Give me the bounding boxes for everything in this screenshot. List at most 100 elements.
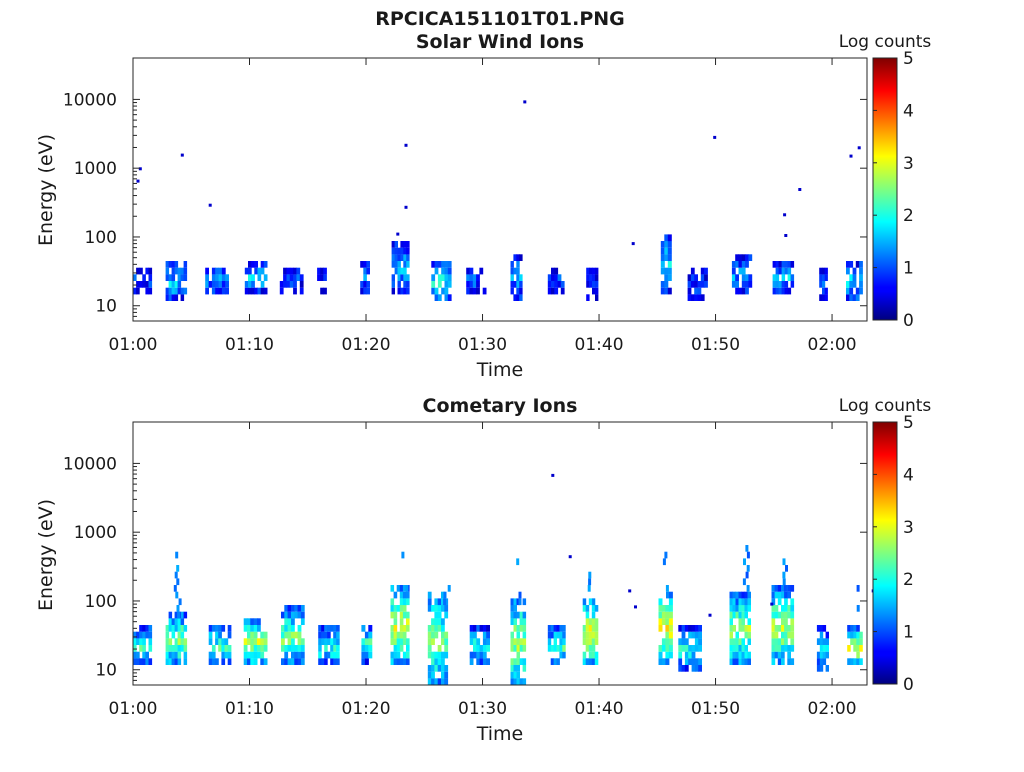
spectrogram-cell [688,645,692,652]
spectrogram-cell [168,645,173,652]
spectrogram-cell [856,638,860,645]
spectrogram-cell [585,618,590,625]
x-tick-label: 01:20 [342,335,391,355]
spectrogram-cell [168,618,173,625]
spectrogram-cell [665,631,670,639]
spectrogram-cell [221,625,226,632]
spectrogram-cell [441,605,445,612]
spectrogram-cell [243,645,248,652]
spectrogram-cell [427,665,432,672]
spectrogram-cell [681,645,686,652]
spectrogram-cell [774,631,779,639]
spectrogram-dot [631,242,635,246]
spectrogram-cell [427,645,432,652]
spectrogram-cell [324,651,328,659]
spectrogram-cell [553,625,557,632]
colorbar-tick-label: 4 [903,465,914,485]
spectrogram-streak [587,571,596,606]
spectrogram-cell [330,638,334,645]
spectrogram-cell [441,671,445,679]
spectrogram-cell [403,241,407,248]
spectrogram-cell [698,625,702,632]
spectrogram-cell [183,638,188,645]
spectrogram-cell [227,631,232,639]
spectrogram-cell [513,598,517,606]
spectrogram-cell [688,625,692,632]
spectrogram-cell [516,645,520,652]
spectrogram-cell [145,651,149,659]
spectrogram-cell [293,274,297,281]
spectrogram-cell [664,241,669,248]
spectrogram-cell [559,631,563,639]
spectrogram-cell [787,267,792,275]
spectrogram-cell [664,247,669,255]
spectrogram-cell [819,631,824,639]
spectrogram-cell [397,287,401,295]
spectrogram-cell [784,605,788,612]
spectrogram-cell [177,625,182,632]
spectrogram-cell [774,585,779,592]
spectrogram-cell [168,638,173,645]
spectrogram-cell [516,598,520,606]
x-tick-label: 02:00 [808,699,857,719]
colorbar-tick-label: 3 [903,518,914,538]
spectrogram-cell [482,625,487,632]
spectrogram-dot [136,179,140,183]
spectrogram-cell [684,645,689,652]
spectrogram-cell [437,651,442,659]
spectrogram-cell [472,274,477,281]
spectrogram-cell [215,638,219,645]
spectrogram-cell [519,638,524,645]
spectrogram-cell [771,651,776,659]
spectrogram-cell [856,605,860,612]
spectrogram-cell [434,618,439,625]
spectrogram-cluster [391,241,410,295]
spectrogram-cell [434,665,439,672]
spectrogram-cell [171,281,176,288]
spectrogram-cell [738,611,742,619]
spectrogram-cell [299,281,304,288]
spectrogram-cell [330,645,334,652]
spectrogram-cell [668,605,673,612]
spectrogram-cell [741,261,746,268]
spectrogram-cell [248,281,252,288]
spectrogram-cell [136,287,140,295]
spectrogram-cell [399,591,404,599]
spectrogram-cell [260,638,265,645]
spectrogram-cell [486,645,490,652]
spectrogram-cell [324,658,328,665]
spectrogram-cell [211,625,216,632]
spectrogram-cell [168,274,173,281]
spectrogram-cell [594,631,599,639]
spectrogram-cell [139,281,143,288]
spectrogram-cell [476,651,481,659]
spectrogram-cell [688,651,692,659]
spectrogram-cell [738,645,742,652]
spectrogram-cell [777,591,782,599]
spectrogram-cell [781,287,786,295]
spectrogram-cell [745,545,749,552]
spectrogram-cell [403,281,407,288]
spectrogram-cell [516,638,520,645]
spectrogram-cell [364,638,369,645]
spectrogram-cell [588,645,593,652]
spectrogram-cell [327,625,331,632]
spectrogram-cell [547,645,552,652]
spectrogram-cell [856,585,860,592]
spectrogram-cell [294,611,299,619]
spectrogram-cell [591,638,596,645]
spectrogram-cell [852,294,857,301]
spectrogram-cell [846,294,850,301]
spectrogram-cell [516,671,520,679]
y-tick-label: 10 [95,661,117,681]
spectrogram-cell [513,645,517,652]
spectrogram-cell [393,611,398,619]
spectrogram-cell [168,287,173,295]
spectrogram-cell [437,294,442,301]
spectrogram-cluster [360,261,370,295]
spectrogram-cell [589,281,593,288]
y-tick-label: 1000 [74,523,117,543]
spectrogram-cell [745,281,749,288]
spectrogram-cell [221,267,226,275]
spectrogram-cell [556,631,560,639]
